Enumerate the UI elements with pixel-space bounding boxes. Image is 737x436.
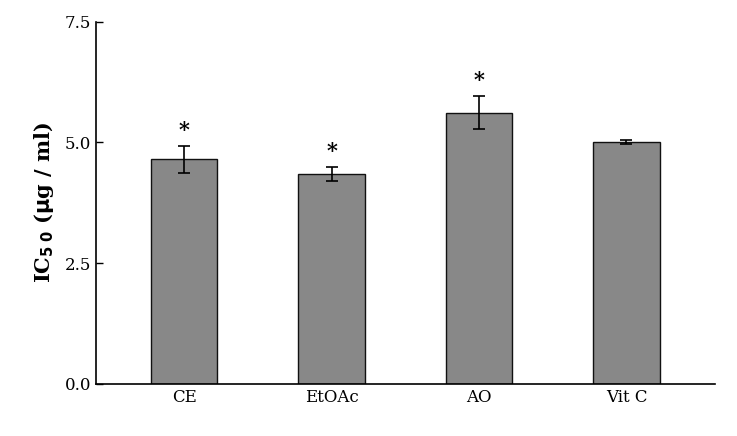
Bar — [298, 174, 365, 384]
Y-axis label: IC$_{\mathbf{5\ 0}}$ ($\mathbf{\mu}$g / ml): IC$_{\mathbf{5\ 0}}$ ($\mathbf{\mu}$g / … — [32, 122, 56, 283]
Bar — [593, 142, 660, 384]
Bar — [151, 159, 217, 384]
Bar — [446, 112, 512, 384]
Text: *: * — [326, 141, 337, 161]
Text: *: * — [474, 70, 484, 90]
Text: *: * — [179, 120, 189, 140]
